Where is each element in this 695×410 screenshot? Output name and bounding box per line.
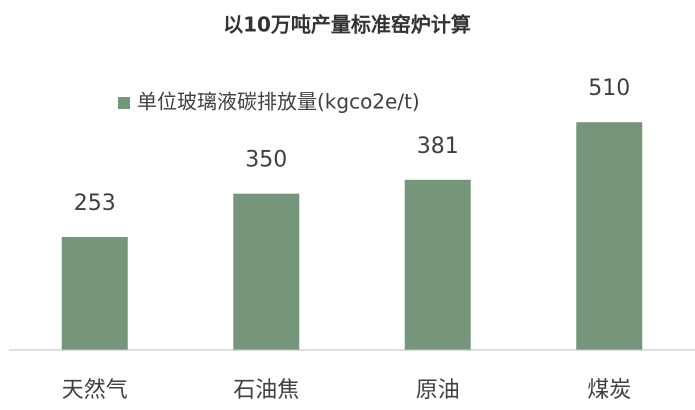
x-tick-label: 原油 — [416, 378, 460, 403]
data-label: 253 — [74, 191, 116, 216]
data-label: 350 — [245, 148, 287, 173]
data-label: 381 — [417, 134, 459, 159]
bar — [576, 122, 643, 350]
legend-swatch — [118, 97, 130, 109]
chart-title: 以10万吨产量标准窑炉计算 — [223, 13, 471, 37]
bar — [404, 179, 471, 350]
bar — [61, 236, 128, 350]
x-tick-label: 石油焦 — [233, 378, 299, 403]
data-label: 510 — [588, 76, 630, 101]
legend-label: 单位玻璃液碳排放量(kgco2e/t) — [137, 90, 420, 114]
bar — [233, 193, 300, 350]
x-tick-label: 天然气 — [62, 378, 128, 403]
x-tick-label: 煤炭 — [587, 378, 631, 403]
